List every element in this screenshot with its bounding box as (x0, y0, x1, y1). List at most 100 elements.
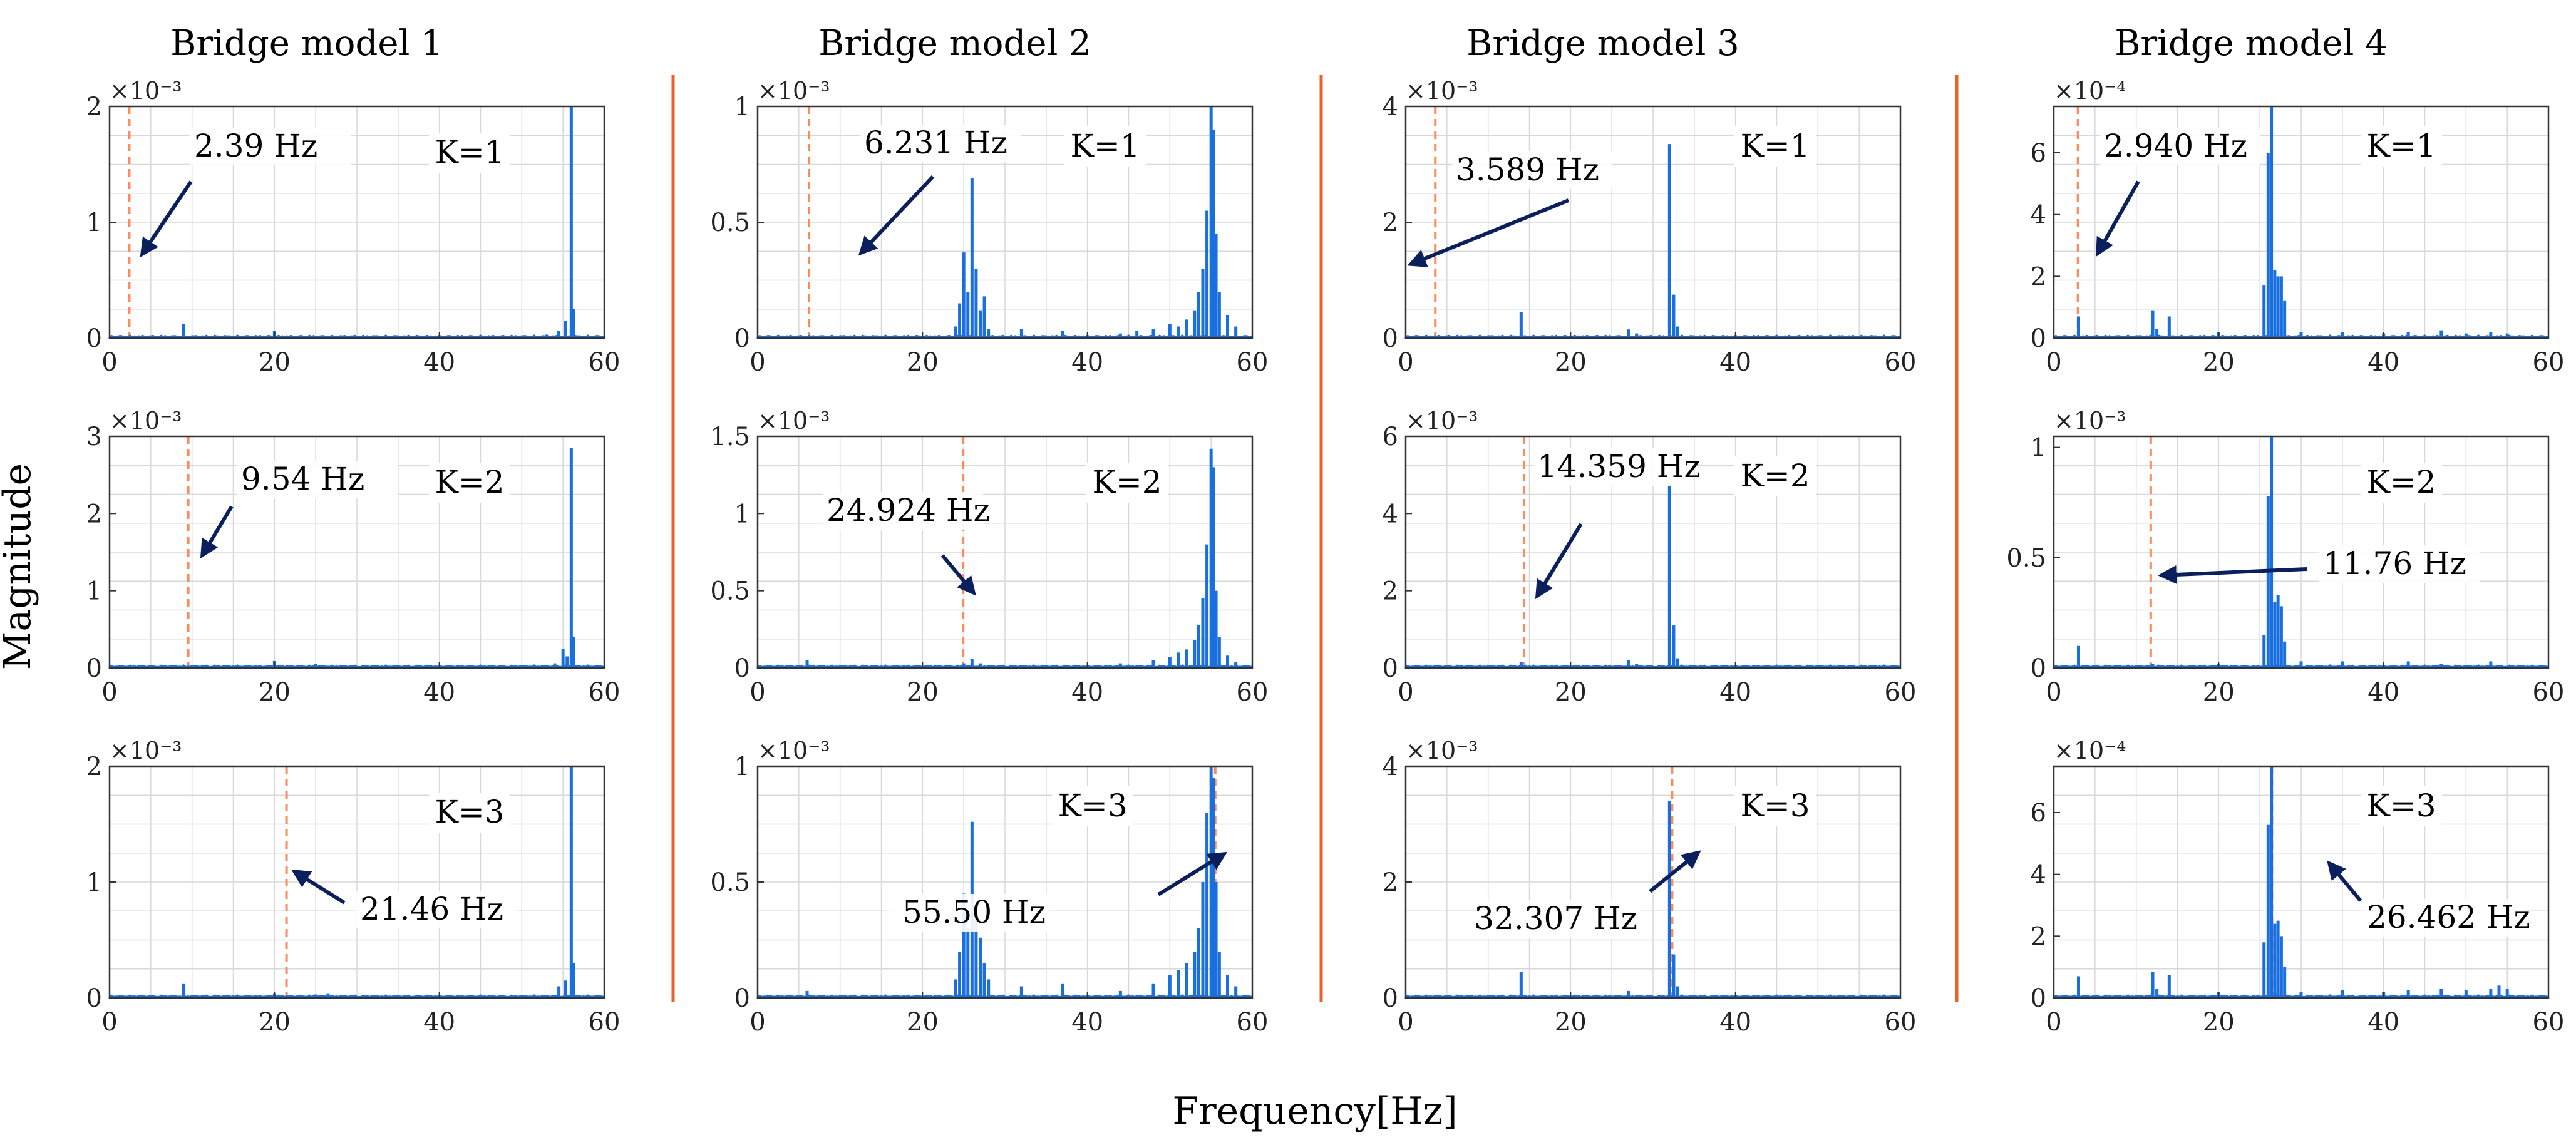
y-tick-label: 2 (2031, 922, 2046, 951)
y-tick-label: 4 (1383, 500, 1398, 528)
x-tick-label: 40 (2367, 678, 2399, 707)
panel-k1: 0 20 40 60 0 2 4 6 ×10⁻⁴ K=1 2.940 Hz (2031, 77, 2565, 377)
k-label-box (1734, 786, 1816, 826)
axes-frame (756, 435, 1254, 669)
x-tick-label: 60 (2533, 348, 2565, 377)
x-tick-label: 20 (1555, 678, 1587, 707)
x-tick-label: 0 (1398, 1008, 1413, 1037)
frequency-label-box (1533, 448, 1694, 486)
x-tick-label: 0 (1398, 348, 1413, 377)
frequency-label: 32.307 Hz (1474, 900, 1637, 937)
panel-k2: 0 20 40 60 0 2 4 6 ×10⁻³ K=2 14.359 Hz (1383, 407, 1917, 707)
frequency-label-box (860, 125, 1021, 162)
x-tick-label: 20 (907, 1008, 939, 1037)
signal-baseline (108, 664, 605, 669)
signal-series (2053, 106, 2549, 339)
y-tick-label: 0 (1383, 984, 1398, 1013)
x-tick-label: 60 (589, 678, 621, 707)
x-tick-label: 40 (423, 678, 455, 707)
y-tick-label: 0 (86, 324, 102, 353)
k-label: K=1 (1070, 128, 1140, 164)
x-tick-label: 20 (1555, 348, 1587, 377)
x-tick-label: 40 (1071, 678, 1103, 707)
annotation-arrow (1535, 523, 1583, 600)
frequency-label-box (1452, 151, 1612, 189)
y-scale-exponent: ×10⁻³ (110, 407, 182, 434)
x-tick-label: 20 (2203, 678, 2235, 707)
axes-frame (108, 435, 605, 669)
axes-frame (2053, 435, 2550, 669)
x-tick-label: 0 (750, 348, 765, 377)
frequency-label: 9.54 Hz (241, 461, 364, 497)
y-tick-label: 2 (1383, 868, 1398, 897)
x-tick-label: 60 (1885, 678, 1917, 707)
frequency-label-box (2363, 899, 2523, 937)
frequency-label-box (1481, 900, 1641, 938)
x-tick-label: 40 (1719, 348, 1751, 377)
axes-frame (2053, 765, 2550, 999)
y-axis-label: Magnitude (0, 463, 39, 670)
x-tick-label: 60 (1237, 1008, 1269, 1037)
panel-k3: 0 20 40 60 0 2 4 ×10⁻³ K=3 32.307 Hz (1383, 737, 1917, 1037)
y-tick-label: 0 (86, 654, 102, 683)
y-tick-label: 1 (734, 752, 750, 781)
k-label: K=3 (1058, 788, 1127, 824)
x-tick-label: 60 (589, 348, 621, 377)
column-title: Bridge model 1 (170, 23, 443, 64)
frequency-label: 2.940 Hz (2104, 128, 2247, 164)
signal-series (1404, 144, 1901, 339)
y-scale-exponent: ×10⁻³ (2054, 407, 2126, 434)
frequency-label: 2.39 Hz (194, 128, 317, 164)
y-scale-exponent: ×10⁻³ (1406, 77, 1478, 105)
signal-baseline (1404, 334, 1901, 339)
k-label: K=3 (1740, 788, 1810, 824)
signal-series (108, 766, 605, 999)
y-tick-label: 6 (2031, 799, 2046, 828)
x-tick-label: 20 (2203, 1008, 2235, 1037)
panel-k3: 0 20 40 60 0 1 2 ×10⁻³ K=3 21.46 Hz (86, 737, 621, 1037)
y-scale-exponent: ×10⁻³ (758, 77, 830, 105)
annotation-arrow (1407, 198, 1570, 267)
panel-k2: 0 20 40 60 0 0.5 1 1.5 ×10⁻³ K=2 24.924 Hz (710, 407, 1268, 707)
y-tick-label: 0 (86, 984, 102, 1013)
y-tick-label: 4 (1383, 752, 1398, 781)
y-tick-label: 2 (1383, 208, 1398, 237)
frequency-label: 11.76 Hz (2323, 545, 2466, 582)
signal-series (2053, 436, 2549, 669)
k-label-box (2361, 463, 2442, 503)
frequency-label-box (190, 128, 351, 165)
x-tick-label: 0 (750, 1008, 765, 1037)
x-tick-label: 0 (2046, 678, 2061, 707)
x-tick-label: 60 (1885, 1008, 1917, 1037)
annotation-arrow (858, 175, 935, 256)
signal-series (756, 106, 1253, 339)
annotation-arrow (140, 180, 193, 257)
panel-k3: 0 20 40 60 0 0.5 1 ×10⁻³ K=3 55.50 Hz (710, 737, 1268, 1037)
signal-series (1404, 485, 1901, 669)
x-tick-label: 60 (1237, 678, 1269, 707)
y-tick-label: 2 (86, 93, 102, 121)
annotation-arrow (291, 869, 346, 905)
x-tick-label: 20 (259, 678, 291, 707)
k-label-box (1734, 126, 1816, 167)
y-tick-label: 4 (2031, 861, 2046, 890)
signal-series (108, 106, 605, 339)
x-tick-label: 60 (1885, 348, 1917, 377)
y-scale-exponent: ×10⁻³ (110, 77, 182, 105)
y-scale-exponent: ×10⁻⁴ (2054, 77, 2126, 105)
x-tick-label: 20 (2203, 348, 2235, 377)
y-tick-label: 0 (734, 984, 750, 1013)
y-tick-label: 2 (86, 500, 102, 528)
y-tick-label: 0 (2031, 324, 2046, 353)
frequency-label: 6.231 Hz (864, 125, 1007, 161)
grid-lines (110, 106, 604, 338)
panel-k3: 0 20 40 60 0 2 4 6 ×10⁻⁴ K=3 26.462 Hz (2031, 737, 2565, 1037)
x-tick-label: 20 (907, 678, 939, 707)
x-tick-label: 40 (1071, 348, 1103, 377)
y-tick-label: 0 (2031, 984, 2046, 1013)
y-tick-label: 0 (1383, 654, 1398, 683)
y-tick-label: 4 (2031, 201, 2046, 230)
k-label-box (1052, 786, 1133, 826)
